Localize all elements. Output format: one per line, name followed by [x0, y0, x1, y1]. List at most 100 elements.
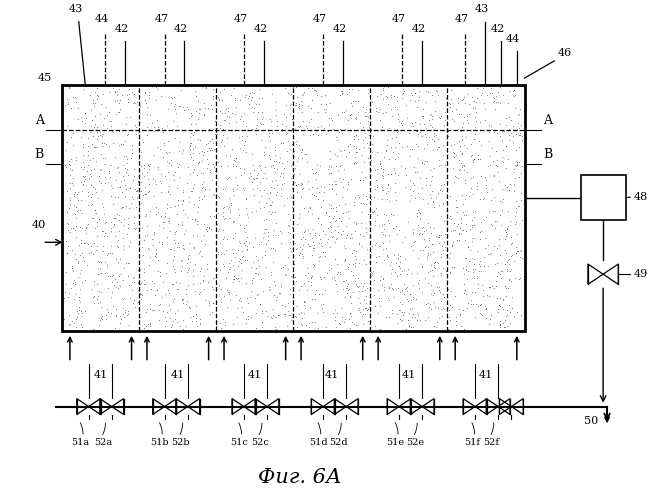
Text: Фиг. 6А: Фиг. 6А: [258, 468, 342, 487]
Point: [335, 178, 346, 186]
Point: [59, 288, 70, 296]
Point: [258, 120, 268, 128]
Point: [91, 157, 101, 165]
Point: [294, 310, 304, 318]
Point: [397, 308, 408, 316]
Point: [230, 230, 240, 237]
Point: [495, 320, 505, 328]
Point: [516, 254, 527, 262]
Point: [170, 239, 180, 247]
Point: [508, 122, 519, 130]
Point: [304, 242, 314, 250]
Point: [109, 220, 119, 228]
Point: [424, 182, 435, 190]
Point: [476, 218, 486, 226]
Point: [191, 310, 202, 318]
Text: 51c: 51c: [230, 438, 248, 448]
Point: [292, 104, 303, 112]
Point: [335, 230, 346, 238]
Point: [240, 122, 251, 130]
Point: [202, 164, 212, 172]
Point: [423, 88, 434, 96]
Point: [503, 131, 514, 139]
Point: [414, 210, 425, 218]
Point: [95, 179, 106, 187]
Point: [273, 310, 284, 318]
Point: [125, 184, 135, 192]
Point: [261, 263, 272, 271]
Point: [460, 99, 470, 107]
Point: [480, 116, 490, 124]
Point: [345, 324, 356, 332]
Point: [106, 309, 117, 317]
Point: [175, 86, 186, 94]
Point: [481, 314, 492, 322]
Point: [178, 186, 188, 194]
Point: [366, 268, 376, 276]
Point: [133, 257, 144, 265]
Point: [413, 254, 424, 262]
Point: [151, 84, 161, 92]
Point: [198, 110, 209, 118]
Point: [86, 242, 97, 250]
Point: [494, 178, 504, 186]
Point: [233, 256, 244, 264]
Point: [218, 212, 228, 220]
Point: [467, 222, 478, 230]
Point: [424, 300, 435, 308]
Point: [274, 290, 284, 298]
Point: [167, 256, 178, 264]
Point: [262, 236, 273, 244]
Point: [151, 96, 161, 104]
Point: [263, 194, 274, 202]
Point: [240, 256, 250, 264]
Point: [146, 286, 157, 294]
Point: [332, 260, 343, 268]
Point: [149, 230, 159, 238]
Point: [476, 91, 486, 99]
Point: [423, 313, 434, 321]
Point: [511, 243, 521, 251]
Point: [392, 93, 402, 101]
Point: [221, 150, 232, 158]
Point: [346, 102, 357, 110]
Point: [117, 202, 127, 210]
Point: [218, 315, 228, 323]
Point: [61, 162, 71, 170]
Point: [172, 122, 182, 130]
Point: [196, 147, 207, 155]
Point: [177, 200, 188, 208]
Point: [408, 310, 419, 318]
Point: [488, 158, 499, 166]
Point: [208, 190, 218, 198]
Point: [399, 86, 410, 94]
Point: [183, 212, 194, 220]
Text: 42: 42: [491, 24, 505, 34]
Point: [178, 325, 188, 333]
Point: [228, 160, 239, 168]
Point: [348, 136, 359, 143]
Point: [416, 184, 427, 192]
Point: [492, 162, 502, 170]
Point: [279, 110, 290, 118]
Point: [177, 296, 188, 304]
Point: [294, 286, 304, 294]
Point: [190, 106, 201, 114]
Point: [142, 222, 153, 230]
Point: [428, 289, 439, 297]
Point: [454, 230, 465, 238]
Point: [97, 312, 108, 320]
Point: [507, 86, 518, 94]
Point: [147, 235, 158, 243]
Point: [238, 308, 249, 316]
Point: [495, 250, 505, 258]
Point: [505, 233, 516, 241]
Point: [436, 269, 447, 277]
Point: [432, 136, 443, 143]
Point: [264, 115, 275, 123]
Point: [97, 138, 107, 146]
Point: [179, 230, 190, 238]
Point: [357, 310, 368, 318]
Point: [187, 131, 198, 139]
Point: [498, 91, 509, 99]
